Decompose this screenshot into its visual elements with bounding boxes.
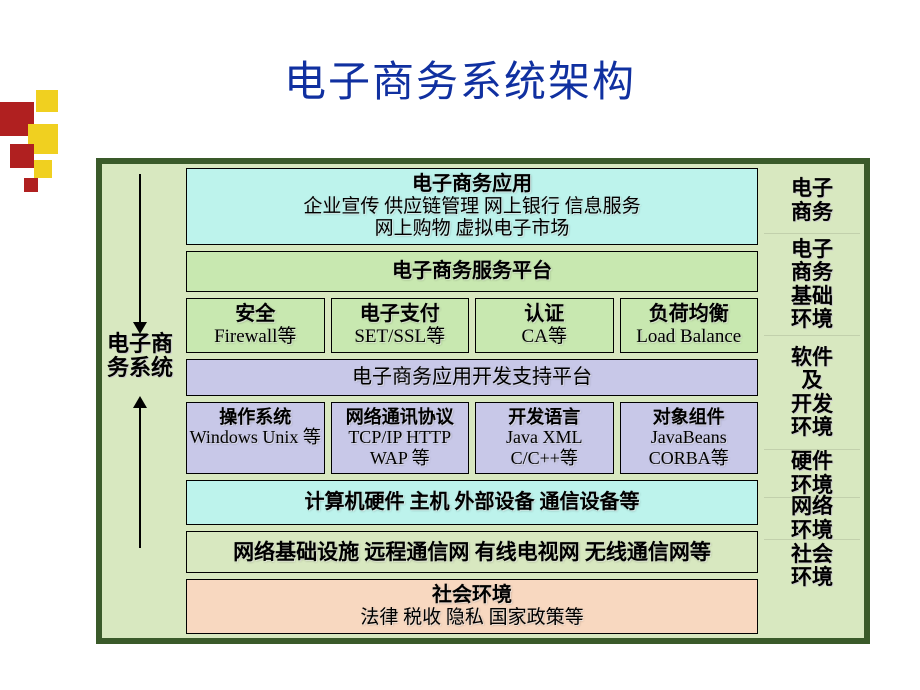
dev-cell-1-title: 网络通讯协议 — [334, 407, 467, 428]
corner-decoration — [0, 90, 70, 200]
dev-cell-0: 操作系统Windows Unix 等 — [186, 402, 325, 474]
dev-cell-2-sub: Java XML C/C++等 — [478, 427, 611, 468]
right-label-3: 硬件环境 — [764, 450, 860, 498]
svc-cell-2-title: 认证 — [478, 303, 611, 326]
right-labels: 电子商务电子商务基础环境软件及开发环境硬件环境网络环境社会环境 — [764, 168, 860, 592]
svc-cell-3-sub: Load Balance — [623, 326, 756, 348]
right-label-4: 网络环境 — [764, 498, 860, 540]
layer-hardware: 计算机硬件 主机 外部设备 通信设备等 — [186, 480, 758, 525]
right-label-1: 电子商务基础环境 — [764, 234, 860, 336]
svc-cell-3: 负荷均衡Load Balance — [620, 298, 759, 353]
layer-social: 社会环境 法律 税收 隐私 国家政策等 — [186, 579, 758, 634]
layer-svc-platform-title: 电子商务服务平台 — [392, 260, 552, 282]
left-axis: 电子商 务系统 — [100, 172, 180, 380]
svc-cell-2: 认证CA等 — [475, 298, 614, 353]
layer-app-title: 电子商务应用 — [189, 173, 755, 196]
layer-app-sub1: 企业宣传 供应链管理 网上银行 信息服务 — [189, 196, 755, 218]
svc-cell-1-sub: SET/SSL等 — [334, 326, 467, 348]
page-title: 电子商务系统架构 — [0, 0, 920, 127]
dev-cell-0-sub: Windows Unix 等 — [189, 427, 322, 448]
layer-dev-platform: 电子商务应用开发支持平台 — [186, 359, 758, 396]
svc-cell-0: 安全Firewall等 — [186, 298, 325, 353]
svc-cells-row: 安全Firewall等电子支付SET/SSL等认证CA等负荷均衡Load Bal… — [186, 298, 758, 353]
dev-cell-3: 对象组件JavaBeans CORBA等 — [620, 402, 759, 474]
layer-dev-platform-title: 电子商务应用开发支持平台 — [352, 366, 592, 388]
left-label-l2: 务系统 — [107, 355, 173, 380]
dev-cell-3-sub: JavaBeans CORBA等 — [623, 427, 756, 468]
layer-social-sub: 法律 税收 隐私 国家政策等 — [189, 607, 755, 629]
svc-cell-0-title: 安全 — [189, 303, 322, 326]
dev-cells-row: 操作系统Windows Unix 等网络通讯协议TCP/IP HTTP WAP … — [186, 402, 758, 474]
layer-social-title: 社会环境 — [189, 584, 755, 607]
layer-app: 电子商务应用 企业宣传 供应链管理 网上银行 信息服务 网上购物 虚拟电子市场 — [186, 168, 758, 245]
dev-cell-0-title: 操作系统 — [189, 407, 322, 428]
svc-cell-1: 电子支付SET/SSL等 — [331, 298, 470, 353]
layer-hardware-title: 计算机硬件 主机 外部设备 通信设备等 — [305, 491, 640, 513]
layer-network-title: 网络基础设施 远程通信网 有线电视网 无线通信网等 — [233, 540, 711, 564]
layer-stack: 电子商务应用 企业宣传 供应链管理 网上银行 信息服务 网上购物 虚拟电子市场 … — [186, 168, 758, 634]
dev-cell-2-title: 开发语言 — [478, 407, 611, 428]
left-label-l1: 电子商 — [107, 331, 173, 356]
right-label-0: 电子商务 — [764, 168, 860, 234]
svc-cell-1-title: 电子支付 — [334, 303, 467, 326]
right-label-2: 软件及开发环境 — [764, 336, 860, 450]
layer-network: 网络基础设施 远程通信网 有线电视网 无线通信网等 — [186, 531, 758, 573]
svc-cell-2-sub: CA等 — [478, 326, 611, 348]
dev-cell-2: 开发语言Java XML C/C++等 — [475, 402, 614, 474]
dev-cell-1: 网络通讯协议TCP/IP HTTP WAP 等 — [331, 402, 470, 474]
svc-cell-3-title: 负荷均衡 — [623, 303, 756, 326]
layer-app-sub2: 网上购物 虚拟电子市场 — [189, 218, 755, 240]
dev-cell-3-title: 对象组件 — [623, 407, 756, 428]
layer-svc-platform: 电子商务服务平台 — [186, 251, 758, 292]
dev-cell-1-sub: TCP/IP HTTP WAP 等 — [334, 427, 467, 468]
right-label-5: 社会环境 — [764, 540, 860, 592]
svc-cell-0-sub: Firewall等 — [189, 326, 322, 348]
